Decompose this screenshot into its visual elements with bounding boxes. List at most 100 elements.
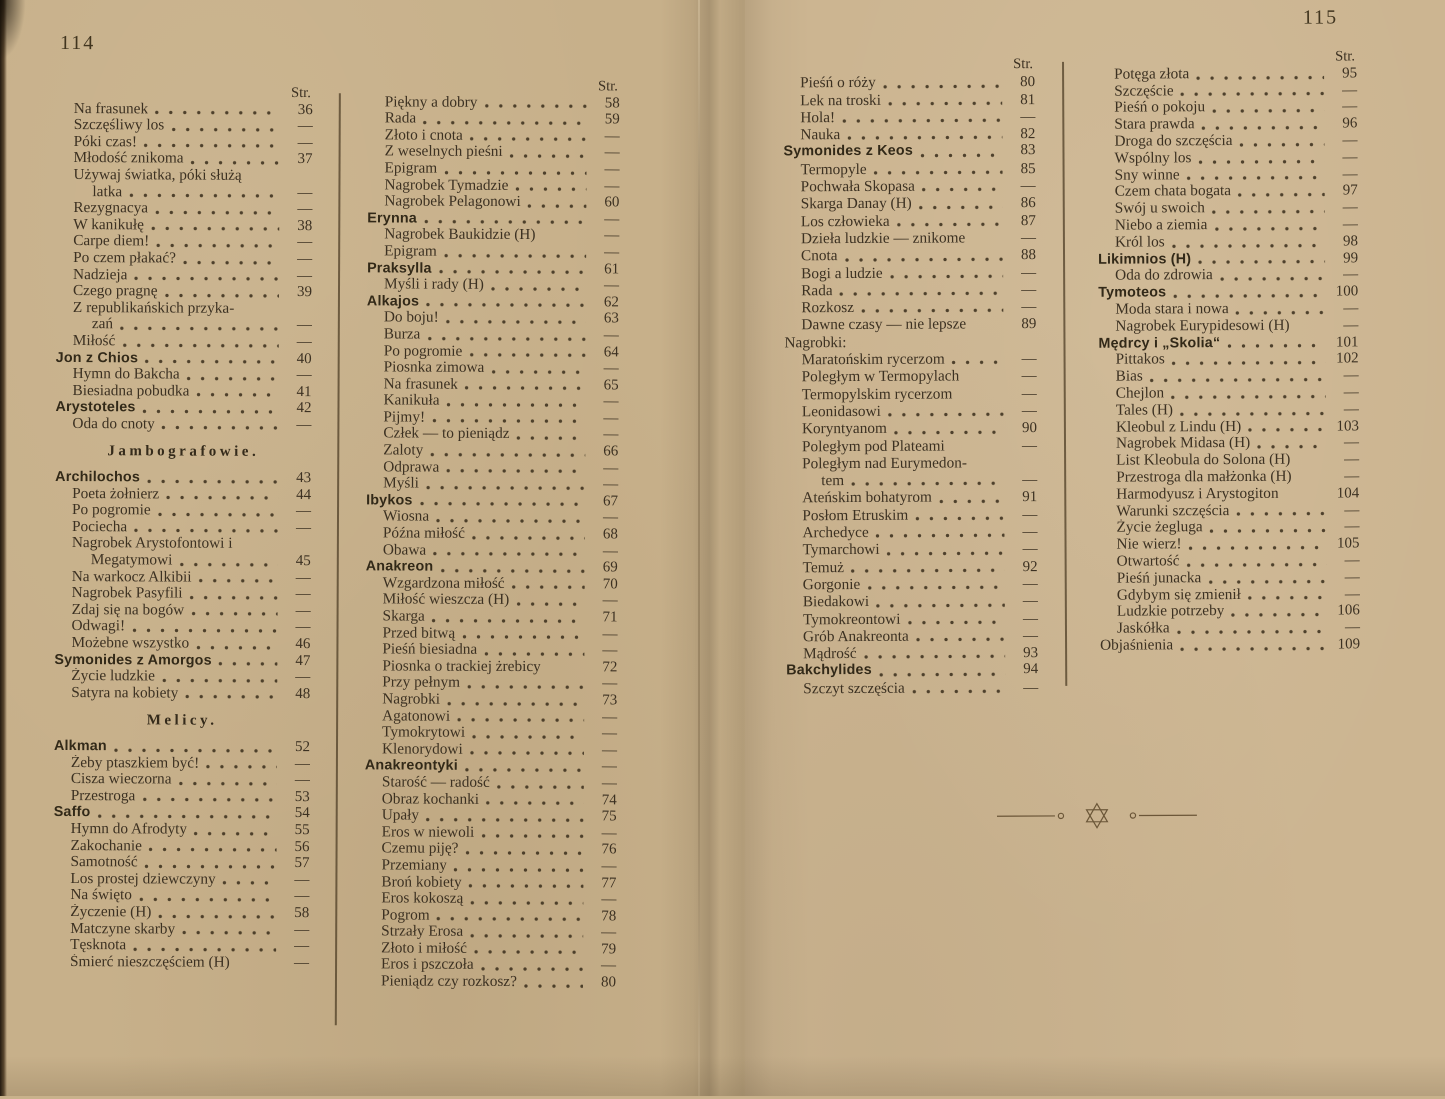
entry-page: — xyxy=(589,626,617,643)
entry-page: 80 xyxy=(588,974,616,991)
dot-leader xyxy=(842,118,1002,123)
entry-page: — xyxy=(1009,403,1037,420)
toc-entry: latka— xyxy=(56,184,312,202)
entry-page: 46 xyxy=(282,636,310,653)
entry-title: Rada xyxy=(368,111,417,128)
dot-leader xyxy=(446,320,586,325)
entry-page: — xyxy=(1010,576,1038,593)
entry-page: — xyxy=(590,460,618,477)
dot-leader xyxy=(423,120,587,125)
entry-page: — xyxy=(589,775,617,792)
dot-leader xyxy=(145,864,277,869)
entry-title: Po pogromie xyxy=(55,502,151,519)
entry-title: Tymoteos xyxy=(1098,285,1166,302)
dot-leader xyxy=(510,154,587,158)
entry-title: Życie żegluga xyxy=(1099,519,1202,536)
dot-leader xyxy=(912,689,1006,693)
entry-page: — xyxy=(1010,593,1038,610)
entry-page: 65 xyxy=(591,377,619,394)
dot-leader xyxy=(134,276,279,281)
entry-title: Przestroga dla małżonka (H) xyxy=(1099,469,1292,487)
toc-entry: Archedyce— xyxy=(785,523,1037,542)
toc-entry: Agatonowi— xyxy=(365,708,617,726)
dot-leader xyxy=(1198,159,1324,164)
entry-page: 40 xyxy=(284,350,312,367)
column-rule xyxy=(335,93,341,1025)
dot-leader xyxy=(155,210,279,215)
entry-page: — xyxy=(1009,507,1037,524)
dot-leader xyxy=(196,393,278,397)
entry-page: — xyxy=(1009,351,1037,368)
entry-title: Poległym w Termopylach xyxy=(785,368,960,386)
dot-leader xyxy=(142,798,276,803)
entry-page: 61 xyxy=(591,261,619,278)
dot-leader xyxy=(132,628,277,633)
toc-entry: Pieśń biesiadna— xyxy=(365,642,617,660)
dot-leader xyxy=(433,552,585,557)
dot-leader xyxy=(122,343,279,348)
entry-page: — xyxy=(1329,99,1357,116)
entry-title: Droga do szczęścia xyxy=(1097,133,1232,151)
dot-leader xyxy=(1248,428,1326,432)
entry-title: Pieśń biesiadna xyxy=(365,642,477,659)
toc-entry: Maratońskim rycerzom— xyxy=(785,350,1037,369)
toc-entry: Pijmy!— xyxy=(366,409,618,427)
dot-leader xyxy=(1210,529,1327,534)
toc-entry: Przed bitwą— xyxy=(365,625,617,643)
dot-leader xyxy=(1198,260,1325,265)
entry-page: — xyxy=(281,872,309,889)
toc-entry: Odprawa— xyxy=(366,459,618,477)
dot-leader xyxy=(467,685,584,690)
entry-title: Oda do zdrowia xyxy=(1098,267,1213,284)
toc-entry: Piosnka zimowa— xyxy=(367,359,619,377)
entry-page: 63 xyxy=(591,311,619,328)
toc-entry: Miłość— xyxy=(56,333,312,351)
dot-leader xyxy=(484,104,586,108)
dot-leader xyxy=(888,101,1002,106)
toc-entry: Nie wierz!105 xyxy=(1099,535,1359,553)
dot-leader xyxy=(1196,75,1324,80)
dot-leader xyxy=(888,412,1004,417)
dot-leader xyxy=(465,768,584,773)
entry-page: 102 xyxy=(1331,351,1359,368)
toc-entry: Myśli— xyxy=(366,476,618,494)
entry-page: — xyxy=(1008,230,1036,247)
entry-title: Szczęśliwy los xyxy=(57,117,165,134)
entry-page: 105 xyxy=(1331,535,1359,552)
dot-leader xyxy=(134,529,278,534)
dot-leader xyxy=(420,502,586,507)
entry-page: — xyxy=(1009,386,1037,403)
entry-page: 76 xyxy=(589,842,617,859)
entry-page: — xyxy=(1330,216,1358,233)
entry-page: — xyxy=(591,211,619,228)
entry-title: Starość — radość xyxy=(365,774,490,791)
entry-title: Megatymowi xyxy=(55,552,173,569)
toc-entry: Pieśń o pokoju— xyxy=(1097,99,1357,117)
dot-leader xyxy=(847,136,1002,141)
entry-title: Zdaj się na bogów xyxy=(55,602,185,619)
toc-entry: Odwagi!— xyxy=(54,618,310,636)
entry-page: — xyxy=(591,228,619,245)
toc-entry: Oda do zdrowia— xyxy=(1098,267,1358,285)
entry-page: — xyxy=(590,410,618,427)
entry-page: 91 xyxy=(1009,489,1037,506)
toc-entry: Człek — to pieniądz— xyxy=(366,426,618,444)
dot-leader xyxy=(454,867,584,872)
dot-leader xyxy=(472,535,585,539)
entry-title: Otwartość xyxy=(1100,553,1180,570)
toc-entry: Miłość wieszcza (H)— xyxy=(366,592,618,610)
